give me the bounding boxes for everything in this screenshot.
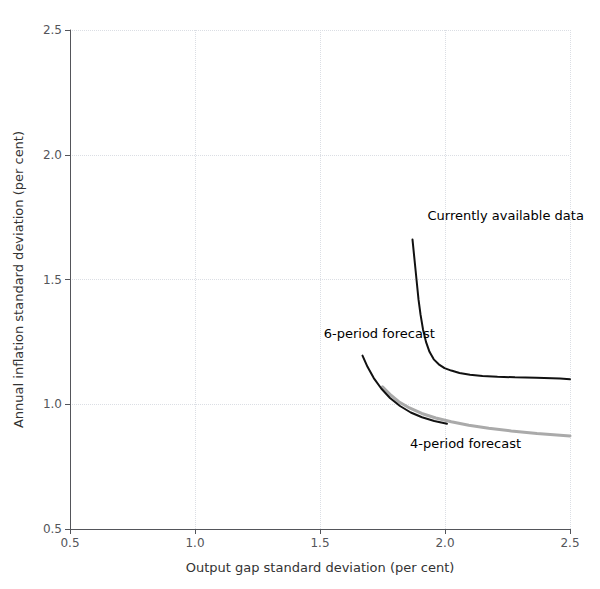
svg-text:1.5: 1.5 [43, 273, 62, 287]
svg-text:1.0: 1.0 [43, 397, 62, 411]
svg-text:Currently available data: Currently available data [428, 208, 584, 223]
svg-text:4-period forecast: 4-period forecast [410, 436, 521, 451]
svg-text:2.5: 2.5 [43, 23, 62, 37]
svg-text:1.0: 1.0 [185, 536, 204, 550]
svg-text:2.0: 2.0 [435, 536, 454, 550]
svg-text:2.0: 2.0 [43, 148, 62, 162]
svg-text:Annual inflation standard devi: Annual inflation standard deviation (per… [11, 131, 26, 428]
svg-text:Output gap standard deviation: Output gap standard deviation (per cent) [186, 560, 455, 575]
svg-text:0.5: 0.5 [60, 536, 79, 550]
svg-text:0.5: 0.5 [43, 522, 62, 536]
svg-text:2.5: 2.5 [560, 536, 579, 550]
svg-text:6-period forecast: 6-period forecast [324, 326, 435, 341]
svg-text:1.5: 1.5 [310, 536, 329, 550]
